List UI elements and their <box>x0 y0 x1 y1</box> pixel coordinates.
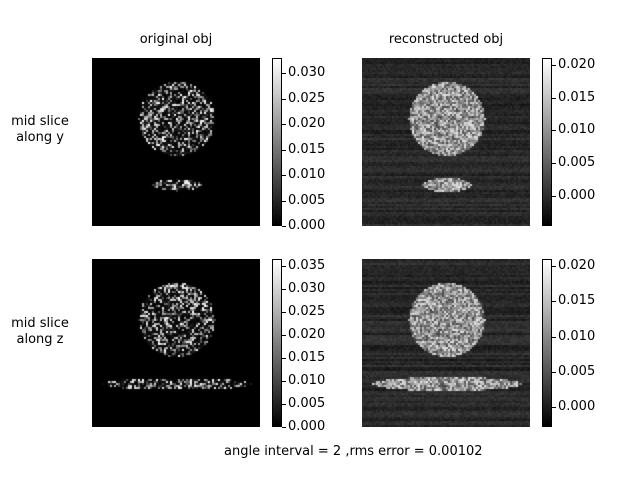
colorbar-tick <box>282 201 286 202</box>
colorbar-tick-label: 0.010 <box>288 373 326 388</box>
colorbar-tick-label: 0.010 <box>558 122 596 137</box>
colorbar-tick-label: 0.015 <box>558 293 596 308</box>
colorbar-tick <box>552 130 556 131</box>
colorbar-tick <box>552 163 556 164</box>
colorbar-tick <box>552 196 556 197</box>
colorbar-tick-label: 0.005 <box>288 193 326 208</box>
colorbar-tick-label: 0.015 <box>288 142 326 157</box>
row-label-along-y: mid slice along y <box>11 114 69 145</box>
title-reconstructed-obj: reconstructed obj <box>388 32 504 47</box>
colorbar-tick <box>552 372 556 373</box>
original-slice-z-image <box>92 259 260 427</box>
colorbar-tick-label: 0.010 <box>288 167 326 182</box>
colorbar-tick-label: 0.020 <box>288 116 326 131</box>
colorbar-original-z <box>272 259 282 427</box>
colorbar-tick-label: 0.000 <box>288 218 326 233</box>
footer-caption: angle interval = 2 ,rms error = 0.00102 <box>224 444 483 459</box>
colorbar-original-y <box>272 58 282 226</box>
colorbar-tick-label: 0.015 <box>288 350 326 365</box>
colorbar-tick <box>282 312 286 313</box>
colorbar-tick-label: 0.035 <box>288 258 326 273</box>
colorbar-tick-label: 0.005 <box>558 155 596 170</box>
colorbar-tick <box>282 427 286 428</box>
reconstructed-slice-y-image <box>362 58 530 226</box>
colorbar-tick <box>552 65 556 66</box>
colorbar-tick-label: 0.010 <box>558 329 596 344</box>
colorbar-tick-label: 0.015 <box>558 90 596 105</box>
colorbar-tick-label: 0.020 <box>558 57 596 72</box>
colorbar-tick-label: 0.005 <box>288 396 326 411</box>
colorbar-tick-label: 0.000 <box>558 399 596 414</box>
colorbar-tick <box>282 175 286 176</box>
colorbar-tick-label: 0.030 <box>288 65 326 80</box>
colorbar-tick <box>282 381 286 382</box>
colorbar-tick-label: 0.000 <box>288 419 326 434</box>
colorbar-tick-label: 0.025 <box>288 304 326 319</box>
colorbar-tick <box>552 337 556 338</box>
colorbar-tick <box>282 150 286 151</box>
title-original-obj: original obj <box>139 32 213 47</box>
colorbar-tick-label: 0.005 <box>558 364 596 379</box>
colorbar-tick <box>552 301 556 302</box>
colorbar-tick-label: 0.020 <box>558 258 596 273</box>
colorbar-tick <box>552 407 556 408</box>
colorbar-tick <box>552 98 556 99</box>
colorbar-tick-label: 0.025 <box>288 91 326 106</box>
reconstructed-slice-z-image <box>362 259 530 427</box>
colorbar-tick <box>282 226 286 227</box>
original-slice-y-image <box>92 58 260 226</box>
colorbar-tick <box>282 99 286 100</box>
colorbar-tick-label: 0.000 <box>558 188 596 203</box>
row-label-along-z: mid slice along z <box>11 316 69 347</box>
colorbar-tick-label: 0.020 <box>288 327 326 342</box>
colorbar-reconstructed-z <box>542 259 552 427</box>
colorbar-reconstructed-y <box>542 58 552 226</box>
colorbar-tick <box>282 73 286 74</box>
colorbar-tick <box>282 289 286 290</box>
colorbar-tick <box>282 124 286 125</box>
colorbar-tick <box>282 266 286 267</box>
colorbar-tick <box>282 358 286 359</box>
colorbar-tick <box>552 266 556 267</box>
colorbar-tick <box>282 335 286 336</box>
colorbar-tick <box>282 404 286 405</box>
colorbar-tick-label: 0.030 <box>288 281 326 296</box>
